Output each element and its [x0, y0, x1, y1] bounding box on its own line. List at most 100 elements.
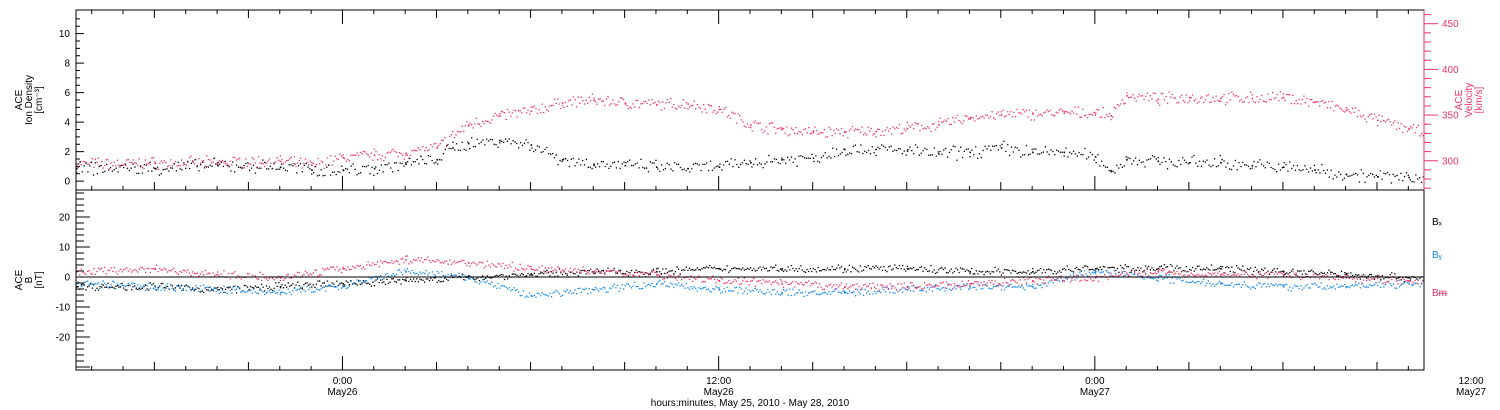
- by-sample: [145, 289, 147, 291]
- density-sample: [1037, 153, 1039, 155]
- velocity-point: [1220, 97, 1222, 100]
- bz-sample: [632, 274, 634, 277]
- velocity-sample: [413, 149, 415, 151]
- bx-sample: [94, 289, 97, 292]
- velocity-sample: [395, 151, 398, 154]
- bx-sample: [137, 288, 139, 290]
- velocity-sample: [380, 158, 382, 160]
- bz-sample: [182, 269, 184, 271]
- bx-sample: [602, 269, 604, 271]
- density-sample: [531, 147, 533, 149]
- velocity-sample: [1156, 100, 1158, 102]
- by-sample: [793, 294, 796, 296]
- bz-sample: [1091, 280, 1093, 282]
- density-sample: [849, 152, 851, 154]
- by-sample: [842, 290, 844, 292]
- bz-point: [969, 283, 971, 285]
- by-sample: [789, 288, 791, 290]
- by-sample: [952, 288, 954, 290]
- density-sample: [1402, 180, 1404, 182]
- bx-sample: [768, 269, 771, 272]
- by-sample: [928, 288, 930, 291]
- bx-sample: [123, 287, 125, 289]
- bz-sample: [875, 287, 877, 290]
- bx-sample: [376, 277, 379, 280]
- bz-sample: [287, 273, 289, 276]
- bz-sample: [215, 274, 217, 276]
- velocity-sample: [242, 166, 244, 169]
- bz-sample: [1295, 272, 1297, 274]
- velocity-sample: [1295, 100, 1297, 102]
- by-sample: [314, 291, 316, 293]
- bx-sample: [831, 266, 833, 268]
- bz-sample: [530, 265, 532, 268]
- density-sample: [140, 165, 142, 168]
- bx-sample: [450, 274, 452, 277]
- velocity-sample: [701, 111, 703, 113]
- by-sample: [602, 286, 604, 289]
- bz-sample: [1297, 275, 1299, 277]
- density-sample: [1356, 174, 1359, 176]
- density-sample: [194, 159, 196, 161]
- bx-sample: [431, 279, 434, 281]
- by-sample: [414, 272, 416, 275]
- by-sample: [825, 292, 827, 294]
- velocity-sample: [920, 125, 923, 127]
- velocity-sample: [1284, 99, 1286, 101]
- by-sample: [293, 287, 296, 289]
- density-sample: [702, 163, 704, 166]
- bx-sample: [1035, 271, 1037, 273]
- bx-sample: [1123, 267, 1125, 270]
- velocity-sample: [1140, 95, 1142, 97]
- velocity-sample: [1265, 101, 1267, 103]
- density-sample: [1052, 150, 1054, 153]
- by-sample: [380, 274, 382, 277]
- density-sample: [1298, 169, 1300, 171]
- velocity-sample: [185, 164, 187, 166]
- density-point: [311, 169, 313, 171]
- bz-sample: [1029, 277, 1031, 279]
- velocity-sample: [416, 150, 418, 152]
- velocity-sample: [974, 120, 976, 122]
- bx-sample: [563, 270, 565, 272]
- by-sample: [1287, 289, 1289, 291]
- velocity-sample: [488, 121, 490, 123]
- density-sample: [183, 162, 185, 164]
- bx-sample: [331, 282, 333, 284]
- bx-sample: [1243, 269, 1245, 272]
- density-sample: [766, 161, 768, 163]
- bx-sample: [124, 289, 126, 291]
- velocity-sample: [626, 105, 628, 107]
- by-point: [844, 292, 846, 294]
- by-sample: [104, 282, 106, 284]
- bz-sample: [996, 285, 998, 287]
- by-sample: [721, 291, 724, 293]
- velocity-sample: [585, 99, 587, 102]
- density-sample: [922, 149, 924, 152]
- by-sample: [132, 282, 134, 284]
- density-sample: [198, 170, 200, 172]
- bz-sample: [836, 284, 838, 286]
- bx-sample: [873, 267, 876, 269]
- bz-sample: [132, 270, 134, 272]
- bz-sample: [1217, 272, 1219, 274]
- density-sample: [995, 144, 998, 147]
- velocity-sample: [1272, 92, 1274, 94]
- bz-sample: [1419, 277, 1421, 279]
- density-sample: [273, 162, 275, 164]
- by-sample: [358, 280, 360, 282]
- bx-sample: [138, 287, 140, 289]
- velocity-sample: [931, 123, 934, 125]
- velocity-sample: [630, 107, 633, 109]
- bz-sample: [389, 262, 391, 264]
- bx-sample: [619, 269, 622, 272]
- density-sample: [433, 162, 435, 164]
- bz-sample: [842, 288, 844, 290]
- bx-sample: [135, 288, 137, 290]
- bx-sample: [425, 278, 427, 280]
- density-sample: [781, 157, 783, 159]
- bx-sample: [1250, 267, 1252, 269]
- bz-sample: [594, 269, 597, 272]
- velocity-sample: [828, 126, 830, 128]
- by-sample: [529, 292, 531, 294]
